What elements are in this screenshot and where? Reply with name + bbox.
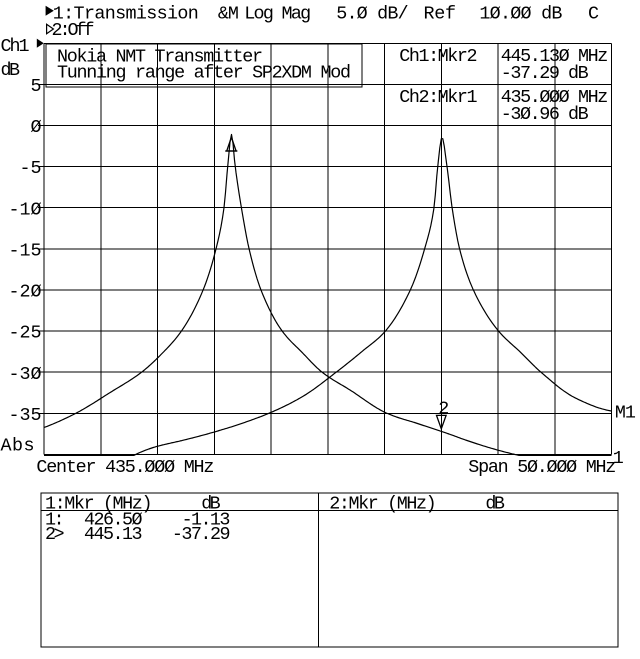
svg-text:-35: -35 — [8, 405, 41, 426]
svg-text:&M: &M — [218, 3, 239, 24]
svg-text:-1Ø: -1Ø — [8, 199, 41, 220]
svg-text:-2Ø: -2Ø — [8, 282, 41, 303]
svg-text:5.Ø dB/: 5.Ø dB/ — [336, 3, 409, 24]
svg-text:2:Mkr (MHz): 2:Mkr (MHz) — [329, 493, 437, 514]
svg-text:-15: -15 — [8, 241, 41, 262]
svg-text:Abs: Abs — [1, 435, 35, 456]
svg-text:2>: 2> — [45, 524, 65, 545]
svg-text:426.5Ø: 426.5Ø — [84, 509, 143, 530]
svg-text:-3Ø.96 dB: -3Ø.96 dB — [501, 104, 589, 125]
svg-text:Log Mag: Log Mag — [244, 3, 311, 24]
svg-text:Center 435.ØØØ MHz: Center 435.ØØØ MHz — [36, 457, 214, 478]
svg-text:1Ø.ØØ dB: 1Ø.ØØ dB — [479, 3, 562, 24]
svg-text:dB: dB — [485, 493, 505, 514]
svg-text:445.13Ø MHz: 445.13Ø MHz — [501, 46, 609, 67]
svg-text:Ch2:Mkr1: Ch2:Mkr1 — [399, 87, 477, 108]
svg-text:M1: M1 — [615, 403, 636, 424]
svg-text:-5: -5 — [20, 158, 42, 179]
svg-text:-3Ø: -3Ø — [8, 364, 41, 385]
svg-text:1:Transmission: 1:Transmission — [53, 3, 199, 24]
svg-text:Span 5Ø.ØØØ MHz: Span 5Ø.ØØØ MHz — [468, 457, 616, 478]
svg-text:C: C — [588, 3, 599, 24]
svg-text:Nokia NMT Transmitter: Nokia NMT Transmitter — [57, 47, 263, 68]
svg-text:dB: dB — [201, 493, 221, 514]
svg-text:Ø: Ø — [31, 117, 42, 138]
svg-text:2: 2 — [438, 398, 449, 419]
svg-text:Ref: Ref — [424, 3, 457, 24]
svg-text:2:Off: 2:Off — [52, 20, 95, 41]
svg-text:-37.29 dB: -37.29 dB — [501, 63, 589, 84]
svg-text:1:: 1: — [45, 509, 65, 530]
svg-text:1: 1 — [613, 448, 624, 469]
svg-text:Tunning range after SP2XDM Mod: Tunning range after SP2XDM Mod — [57, 63, 351, 84]
svg-text:5: 5 — [31, 76, 42, 97]
svg-text:Ch1: Ch1 — [1, 36, 30, 57]
svg-text:-25: -25 — [8, 323, 41, 344]
svg-text:Ch1:Mkr2: Ch1:Mkr2 — [399, 46, 477, 67]
svg-text:435.ØØØ MHz: 435.ØØØ MHz — [501, 87, 609, 108]
svg-text:445.13: 445.13 — [84, 524, 143, 545]
svg-text:dB: dB — [1, 60, 21, 81]
svg-text:-1.13: -1.13 — [182, 509, 231, 530]
svg-text:-37.29: -37.29 — [172, 524, 231, 545]
svg-text:1:Mkr (MHz): 1:Mkr (MHz) — [45, 493, 153, 514]
